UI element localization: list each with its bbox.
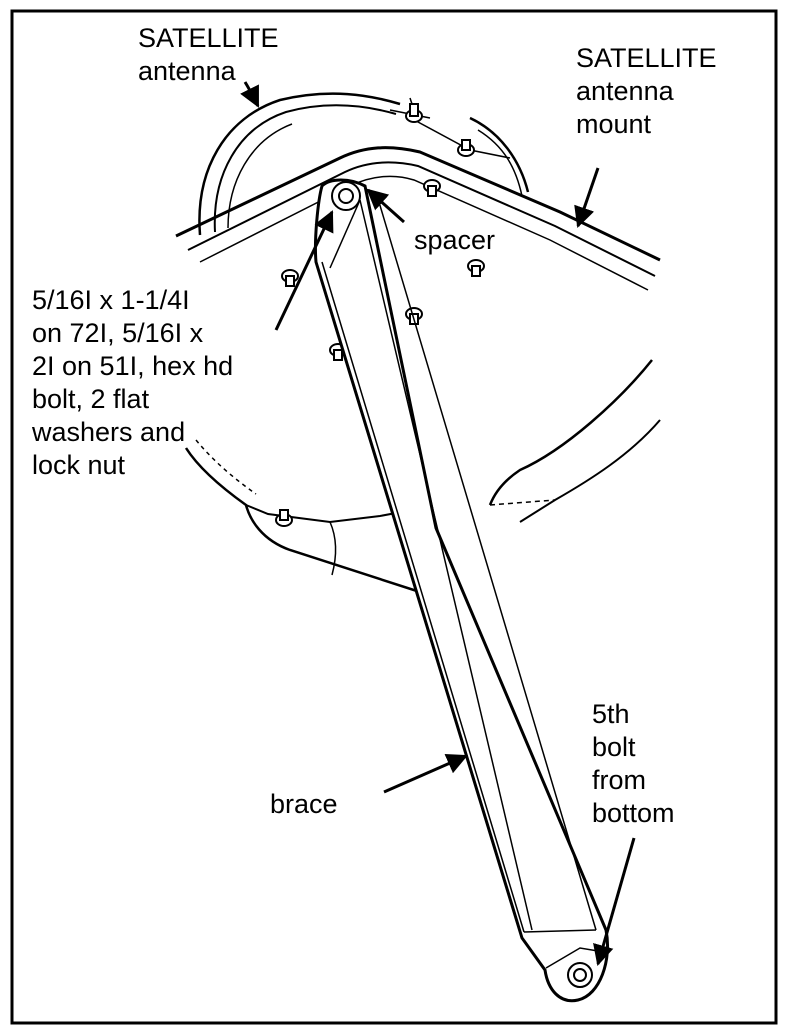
brace-arrow — [383, 753, 468, 794]
fifth-bolt-arrow — [593, 837, 636, 967]
label-line: 2I on 51I, hex hd — [32, 351, 234, 381]
bolt-head — [275, 509, 293, 527]
label-line: lock nut — [32, 450, 126, 480]
label-line: SATELLITE — [576, 43, 717, 73]
bolt-head — [467, 259, 485, 277]
label-line: bolt, 2 flat — [32, 384, 150, 414]
label-line: 5th — [592, 699, 630, 729]
bolt-arrow — [274, 210, 334, 331]
satellite-antenna-label: SATELLITE antenna — [138, 22, 279, 88]
label-line: antenna — [576, 76, 674, 106]
label-line: from — [592, 765, 646, 795]
figure-border — [10, 9, 778, 1025]
label-line: spacer — [414, 225, 496, 255]
satellite-antenna-mount-label: SATELLITE antenna mount — [576, 42, 717, 141]
leader-arrows — [240, 81, 636, 967]
label-line: SATELLITE — [138, 23, 279, 53]
fifth-bolt-label: 5th bolt from bottom — [592, 698, 675, 830]
satellite-antenna-dish — [184, 92, 661, 594]
antenna-arrow — [240, 81, 260, 108]
label-line: on 72I, 5/16I x — [32, 318, 204, 348]
bolt-head — [457, 139, 475, 157]
label-line: bottom — [592, 798, 675, 828]
label-line: antenna — [138, 56, 236, 86]
bolt-head — [281, 269, 299, 287]
label-line: washers and — [32, 417, 186, 447]
spacer-label: spacer — [414, 224, 495, 257]
mount-arrow — [574, 167, 600, 228]
brace-label: brace — [270, 788, 338, 821]
spacer-arrow — [366, 188, 405, 224]
bolt-head — [423, 179, 441, 197]
label-line: bolt — [592, 732, 636, 762]
bolt-head — [405, 103, 423, 123]
label-line: 5/16I x 1-1/4I — [32, 285, 190, 315]
label-line: brace — [270, 789, 338, 819]
brace-top-bolt — [331, 181, 361, 211]
fifth-bolt-from-bottom — [567, 962, 593, 988]
label-line: mount — [576, 109, 652, 139]
brace — [313, 178, 610, 1003]
bolt-spec-label: 5/16I x 1-1/4I on 72I, 5/16I x 2I on 51I… — [32, 284, 233, 482]
